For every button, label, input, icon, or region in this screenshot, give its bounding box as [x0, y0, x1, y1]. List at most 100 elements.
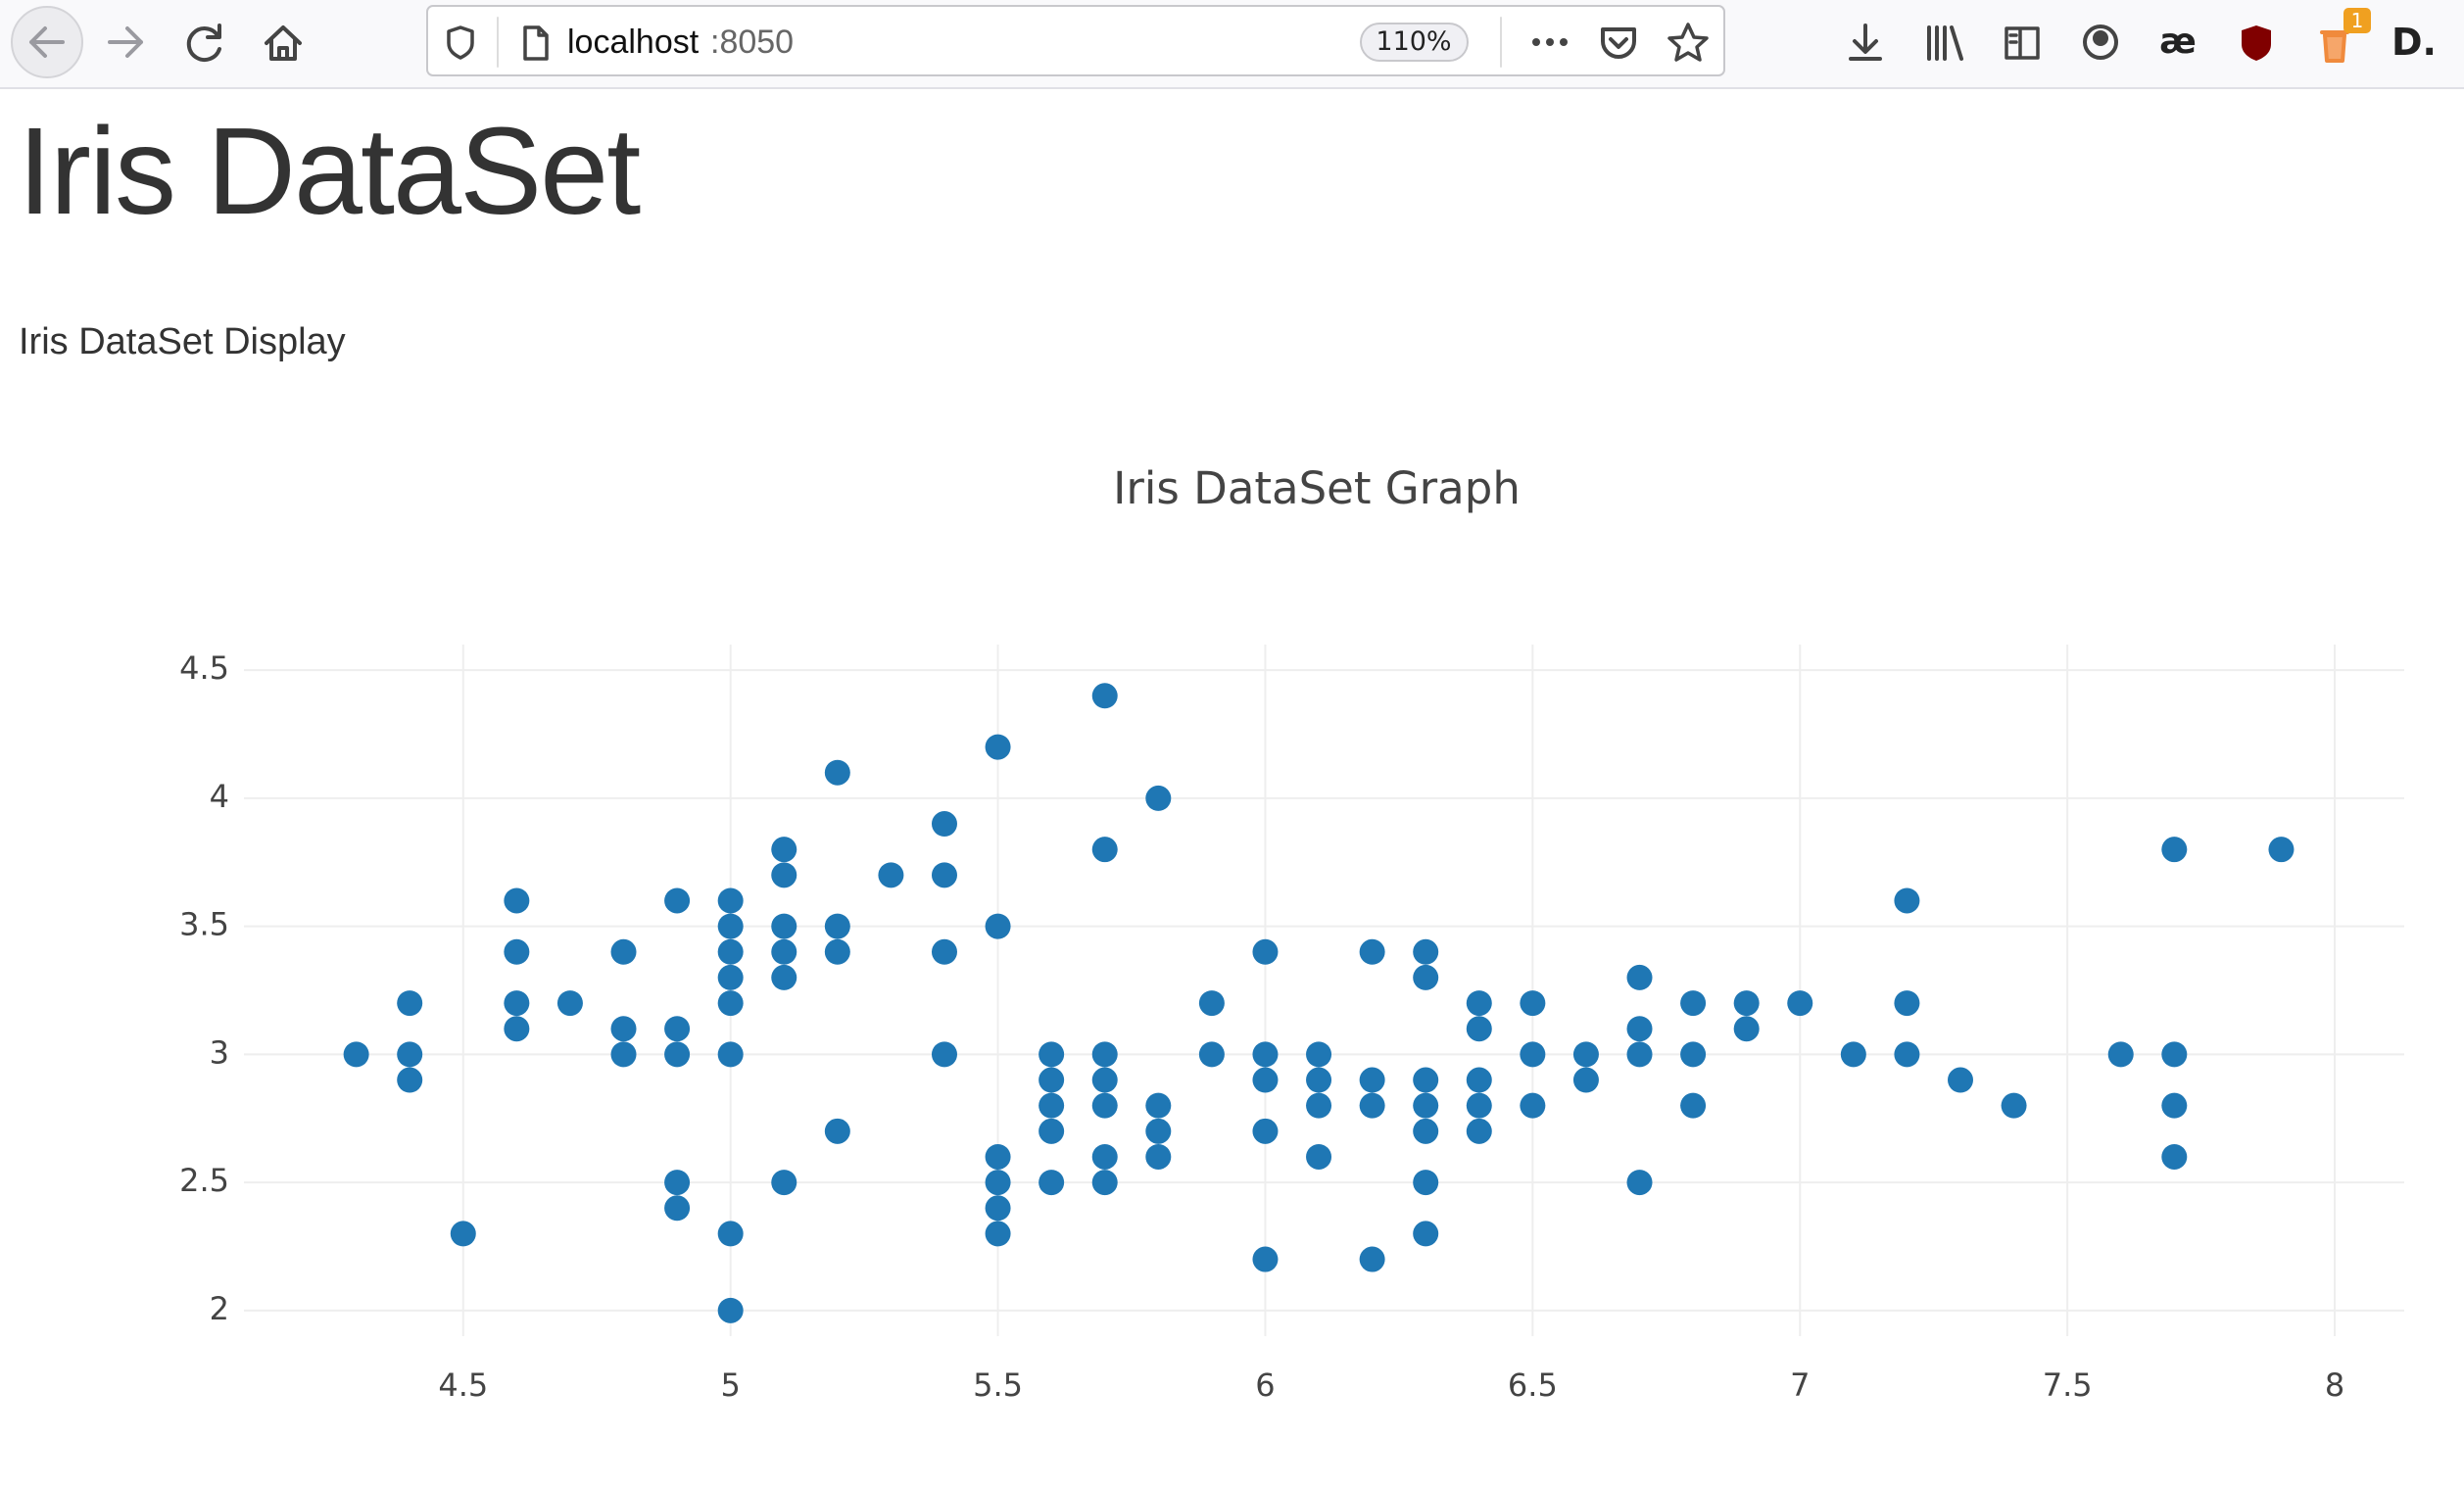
scatter-point	[1840, 1041, 1866, 1068]
notification-badge: 1	[2351, 9, 2364, 32]
scatter-point	[397, 1041, 423, 1068]
scatter-point	[931, 811, 957, 838]
scatter-point	[1252, 1246, 1279, 1272]
scatter-point	[1359, 1246, 1385, 1272]
scatter-point	[1145, 1118, 1172, 1144]
scatter-point	[1039, 1067, 1065, 1093]
bookmark-star[interactable]	[1667, 23, 1709, 62]
toolbar-icons: localhost :8050 110% æ 1 D.	[11, 5, 2437, 78]
scatter-point	[1359, 1067, 1385, 1093]
scatter-point	[1466, 1118, 1492, 1144]
scatter-point	[1466, 1092, 1492, 1119]
scatter-point	[450, 1221, 476, 1247]
scatter-point	[717, 887, 744, 914]
scatter-point	[878, 862, 904, 888]
reload-button[interactable]	[186, 24, 221, 63]
scatter-point	[1306, 1067, 1332, 1093]
scatter-point	[1091, 1041, 1118, 1068]
scatter-point	[1306, 1041, 1332, 1068]
forward-button[interactable]	[108, 26, 143, 58]
scatter-point	[664, 1170, 691, 1196]
scatter-point	[771, 938, 797, 965]
scatter-point	[1413, 1067, 1439, 1093]
page-heading: Iris DataSet	[18, 102, 641, 240]
scatter-point	[1733, 1016, 1760, 1042]
scatter-point	[1091, 683, 1118, 709]
scatter-point	[771, 1170, 797, 1196]
scatter-point	[1039, 1041, 1065, 1068]
scatter-point	[1145, 1092, 1172, 1119]
scatter-point	[771, 837, 797, 863]
scatter-point	[985, 734, 1011, 760]
scatter-point	[1626, 964, 1653, 990]
extension-d[interactable]: D.	[2392, 21, 2437, 64]
scatter-point	[985, 913, 1011, 939]
page-info[interactable]	[523, 25, 549, 61]
scatter-point	[1413, 964, 1439, 990]
scatter-point	[1198, 1041, 1225, 1068]
scatter-point	[2161, 1041, 2188, 1068]
extension-trash[interactable]	[2320, 30, 2349, 63]
zoom-pill[interactable]	[1360, 23, 1469, 62]
scatter-point	[397, 1067, 423, 1093]
scatter-point	[1091, 1092, 1118, 1119]
x-tick-label: 6.5	[1508, 1366, 1558, 1404]
scatter-point	[771, 964, 797, 990]
scatter-point	[1787, 990, 1813, 1017]
page-paragraph: Iris DataSet Display	[19, 321, 346, 362]
scatter-point	[1626, 1170, 1653, 1196]
pocket-button[interactable]	[1601, 27, 1636, 59]
scatter-point	[824, 938, 850, 965]
scatter-point	[556, 990, 583, 1017]
scatter-point	[2268, 837, 2295, 863]
scatter-point	[931, 1041, 957, 1068]
y-tick-label: 4.5	[179, 649, 229, 687]
scatter-point	[610, 1016, 637, 1042]
page-actions[interactable]	[1532, 38, 1568, 46]
x-tick-label: 8	[2325, 1366, 2344, 1404]
x-tick-label: 5.5	[973, 1366, 1023, 1404]
scatter-point	[1520, 1041, 1546, 1068]
x-tick-label: 7	[1790, 1366, 1810, 1404]
scatter-point	[931, 938, 957, 965]
scatter-point	[1947, 1067, 1973, 1093]
scatter-point	[1626, 1041, 1653, 1068]
scatter-point	[1252, 1041, 1279, 1068]
scatter-point	[824, 1118, 850, 1144]
scatter-point	[2001, 1092, 2027, 1119]
scatter-point	[1145, 785, 1172, 811]
library-button[interactable]	[1927, 25, 1963, 61]
scatter-point	[717, 1041, 744, 1068]
scatter-point	[771, 913, 797, 939]
back-button[interactable]	[29, 26, 65, 58]
scatter-point	[1252, 1067, 1279, 1093]
scatter-point	[1198, 990, 1225, 1017]
browser-toolbar: localhost :8050 110% æ 1 D.	[0, 0, 2464, 89]
scatter-point	[2161, 837, 2188, 863]
account-button[interactable]	[2083, 24, 2118, 60]
scatter-point	[1413, 1221, 1439, 1247]
downloads-button[interactable]	[1849, 24, 1882, 61]
home-button[interactable]	[265, 25, 302, 61]
scatter-point	[1091, 837, 1118, 863]
scatter-point	[1359, 938, 1385, 965]
x-tick-label: 4.5	[438, 1366, 488, 1404]
sidebar-button[interactable]	[2005, 26, 2040, 60]
zoom-level: 110%	[1376, 26, 1451, 57]
scatter-point	[1520, 990, 1546, 1017]
chart-title: Iris DataSet Graph	[1113, 462, 1521, 514]
scatter-point	[1039, 1118, 1065, 1144]
ublock-extension[interactable]	[2242, 25, 2271, 61]
scatter-point	[1572, 1067, 1599, 1093]
url-port: :8050	[710, 24, 794, 61]
extension-ae[interactable]: æ	[2159, 22, 2197, 62]
scatter-point	[2161, 1143, 2188, 1170]
scatter-point	[1306, 1092, 1332, 1119]
scatter-point	[1680, 990, 1707, 1017]
scatter-point	[717, 1221, 744, 1247]
url-host: localhost	[567, 24, 700, 61]
tracking-shield[interactable]	[447, 25, 474, 60]
scatter-point	[985, 1143, 1011, 1170]
scatter-point	[1091, 1143, 1118, 1170]
scatter-point	[1413, 938, 1439, 965]
